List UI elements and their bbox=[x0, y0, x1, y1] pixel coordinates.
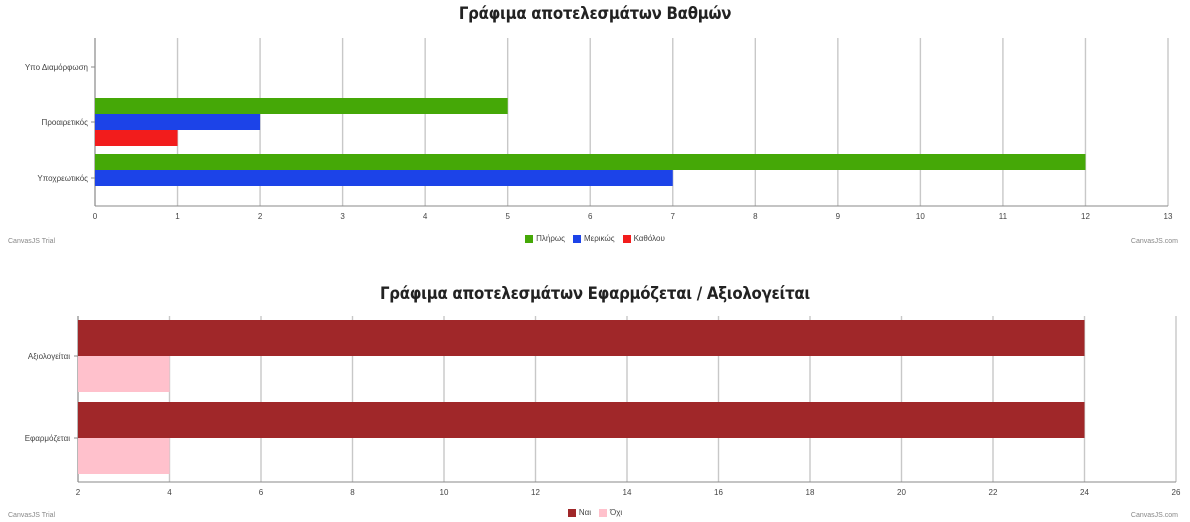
legend-swatch bbox=[622, 234, 631, 243]
x-tick-label: 6 bbox=[588, 212, 593, 221]
legend-label: Μερικώς bbox=[584, 234, 615, 243]
legend-item[interactable]: Μερικώς bbox=[573, 234, 615, 243]
y-category-label: Αξιολογείται bbox=[28, 352, 70, 361]
x-tick-label: 8 bbox=[753, 212, 758, 221]
apply-assess-chart: Γράφιμα αποτελεσμάτων Εφαρμόζεται / Αξιο… bbox=[0, 276, 1190, 522]
x-tick-label: 10 bbox=[440, 488, 449, 497]
x-tick-label: 1 bbox=[175, 212, 180, 221]
x-tick-label: 5 bbox=[505, 212, 510, 221]
bar-Πλήρως bbox=[95, 154, 1086, 170]
x-tick-label: 20 bbox=[897, 488, 906, 497]
x-tick-label: 12 bbox=[531, 488, 540, 497]
x-tick-label: 9 bbox=[836, 212, 841, 221]
y-category-label: Υποχρεωτικός bbox=[37, 174, 88, 183]
y-category-label: Προαιρετικός bbox=[42, 118, 89, 127]
bar-Ναι bbox=[78, 402, 1085, 438]
legend-label: Πλήρως bbox=[536, 234, 565, 243]
watermark-right[interactable]: CanvasJS.com bbox=[1130, 512, 1178, 519]
x-tick-label: 4 bbox=[423, 212, 428, 221]
legend-item[interactable]: Όχι bbox=[599, 508, 622, 517]
bar-Μερικώς bbox=[95, 114, 261, 130]
chart-title: Γράφιμα αποτελεσμάτων Εφαρμόζεται / Αξιο… bbox=[380, 284, 810, 304]
x-tick-label: 16 bbox=[714, 488, 723, 497]
bar-Καθόλου bbox=[95, 130, 178, 146]
x-tick-label: 14 bbox=[623, 488, 632, 497]
legend-item[interactable]: Πλήρως bbox=[525, 234, 565, 243]
x-tick-label: 22 bbox=[989, 488, 998, 497]
chart-title: Γράφιμα αποτελεσμάτων Βαθμών bbox=[458, 4, 732, 24]
x-tick-label: 6 bbox=[259, 488, 264, 497]
x-tick-label: 10 bbox=[916, 212, 925, 221]
y-category-label: Υπο Διαμόρφωση bbox=[25, 63, 88, 72]
x-tick-label: 7 bbox=[671, 212, 676, 221]
bar-Ναι bbox=[78, 320, 1085, 356]
x-tick-label: 0 bbox=[93, 212, 98, 221]
x-tick-label: 8 bbox=[350, 488, 355, 497]
apply-assess-chart-plot: 2 4 6 8 10 12 14 16 18 20 22 24 26ΕφαρμόζεταιΑξιολογ… bbox=[25, 316, 1181, 497]
legend-swatch bbox=[567, 508, 576, 517]
bar-Όχι bbox=[78, 438, 170, 474]
watermark-left: CanvasJS Trial bbox=[8, 512, 56, 519]
chart-legend: Ναι Όχι bbox=[0, 508, 1190, 519]
legend-item[interactable]: Καθόλου bbox=[622, 234, 665, 243]
x-tick-label: 2 bbox=[76, 488, 81, 497]
bar-Πλήρως bbox=[95, 98, 508, 114]
legend-swatch bbox=[599, 508, 607, 517]
x-tick-label: 26 bbox=[1172, 488, 1181, 497]
x-tick-label: 24 bbox=[1080, 488, 1089, 497]
x-tick-label: 4 bbox=[167, 488, 172, 497]
legend-label: Καθόλου bbox=[633, 234, 665, 243]
watermark-left: CanvasJS Trial bbox=[8, 238, 56, 245]
watermark-right[interactable]: CanvasJS.com bbox=[1130, 238, 1178, 245]
chart-legend: Πλήρως Μερικώς Καθόλου bbox=[0, 234, 1190, 245]
x-tick-label: 18 bbox=[806, 488, 815, 497]
legend-swatch bbox=[525, 234, 534, 243]
bar-Όχι bbox=[78, 356, 170, 392]
x-tick-label: 3 bbox=[340, 212, 345, 221]
bar-Μερικώς bbox=[95, 170, 673, 186]
x-tick-label: 2 bbox=[258, 212, 263, 221]
legend-label: Ναι bbox=[578, 508, 591, 517]
x-tick-label: 13 bbox=[1164, 212, 1173, 221]
y-category-label: Εφαρμόζεται bbox=[25, 434, 71, 443]
legend-item[interactable]: Ναι bbox=[567, 508, 591, 517]
grades-chart-plot: 0 1 2 3 4 5 6 7 8 9 10 11 12 13ΥποχρεωτικόςΠροαιρετικ… bbox=[25, 38, 1173, 221]
x-tick-label: 12 bbox=[1081, 212, 1090, 221]
legend-swatch bbox=[573, 234, 581, 243]
x-tick-label: 11 bbox=[999, 212, 1008, 221]
legend-label: Όχι bbox=[610, 508, 623, 517]
